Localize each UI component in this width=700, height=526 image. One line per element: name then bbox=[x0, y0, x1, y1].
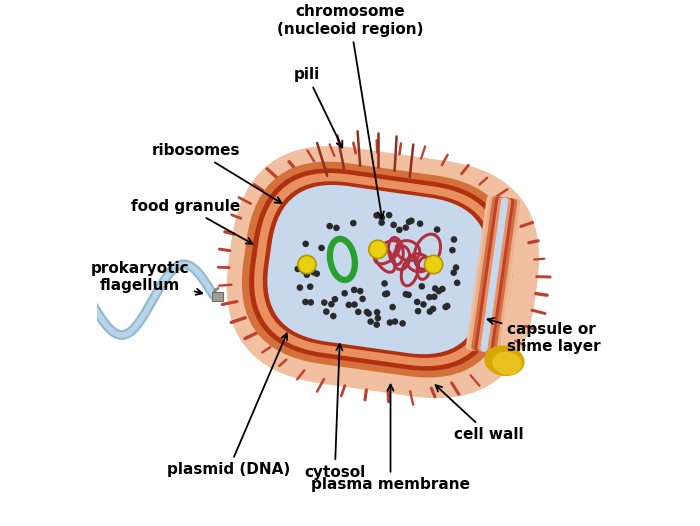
Circle shape bbox=[298, 256, 316, 274]
Circle shape bbox=[368, 318, 374, 325]
Bar bbox=[212, 292, 223, 301]
Circle shape bbox=[346, 301, 352, 308]
Text: plasmid (DNA): plasmid (DNA) bbox=[167, 333, 290, 477]
Circle shape bbox=[314, 270, 320, 277]
Ellipse shape bbox=[492, 352, 522, 375]
Text: prokaryotic
flagellum: prokaryotic flagellum bbox=[90, 261, 202, 295]
FancyBboxPatch shape bbox=[262, 181, 493, 358]
Circle shape bbox=[323, 308, 330, 315]
Circle shape bbox=[386, 212, 393, 218]
Circle shape bbox=[332, 296, 338, 302]
Text: plasma membrane: plasma membrane bbox=[311, 385, 470, 492]
Circle shape bbox=[402, 291, 409, 298]
Circle shape bbox=[382, 291, 389, 297]
Circle shape bbox=[439, 286, 446, 292]
Circle shape bbox=[295, 266, 301, 272]
Circle shape bbox=[382, 280, 388, 287]
FancyBboxPatch shape bbox=[477, 197, 511, 352]
Circle shape bbox=[432, 285, 438, 292]
Circle shape bbox=[414, 299, 421, 305]
Text: chromosome
(nucleoid region): chromosome (nucleoid region) bbox=[276, 4, 424, 218]
FancyBboxPatch shape bbox=[249, 168, 507, 371]
FancyBboxPatch shape bbox=[471, 196, 517, 353]
FancyBboxPatch shape bbox=[475, 197, 514, 353]
Circle shape bbox=[396, 227, 402, 233]
Circle shape bbox=[310, 269, 317, 276]
Circle shape bbox=[379, 219, 385, 226]
Circle shape bbox=[406, 218, 412, 225]
Circle shape bbox=[415, 308, 421, 315]
Circle shape bbox=[426, 308, 433, 315]
Circle shape bbox=[419, 283, 425, 290]
Circle shape bbox=[451, 236, 457, 243]
Circle shape bbox=[333, 225, 340, 231]
Circle shape bbox=[434, 226, 440, 233]
Text: cytosol: cytosol bbox=[304, 344, 365, 480]
FancyBboxPatch shape bbox=[254, 173, 502, 366]
Circle shape bbox=[373, 212, 380, 219]
Circle shape bbox=[444, 302, 451, 309]
Circle shape bbox=[342, 290, 348, 297]
Circle shape bbox=[355, 309, 362, 315]
Circle shape bbox=[365, 310, 372, 317]
Circle shape bbox=[384, 290, 391, 297]
Circle shape bbox=[431, 294, 438, 300]
Circle shape bbox=[420, 301, 427, 308]
Text: cell wall: cell wall bbox=[435, 385, 524, 442]
Circle shape bbox=[435, 288, 442, 295]
Circle shape bbox=[330, 313, 337, 319]
Circle shape bbox=[408, 217, 414, 224]
Circle shape bbox=[302, 240, 309, 247]
Circle shape bbox=[386, 319, 393, 326]
Circle shape bbox=[363, 309, 370, 315]
Circle shape bbox=[454, 279, 461, 286]
FancyBboxPatch shape bbox=[468, 196, 520, 353]
Circle shape bbox=[416, 220, 424, 227]
Circle shape bbox=[374, 315, 382, 321]
Ellipse shape bbox=[484, 346, 524, 376]
Circle shape bbox=[357, 288, 363, 295]
Circle shape bbox=[392, 318, 398, 325]
Circle shape bbox=[379, 215, 385, 221]
Text: pili: pili bbox=[294, 67, 342, 147]
Circle shape bbox=[449, 247, 456, 254]
Circle shape bbox=[405, 291, 412, 298]
Circle shape bbox=[351, 301, 358, 308]
Circle shape bbox=[369, 240, 387, 258]
Circle shape bbox=[351, 287, 358, 293]
Circle shape bbox=[302, 299, 309, 305]
FancyBboxPatch shape bbox=[227, 146, 539, 398]
Circle shape bbox=[374, 309, 380, 316]
Circle shape bbox=[307, 299, 314, 306]
Circle shape bbox=[326, 223, 333, 229]
Circle shape bbox=[300, 267, 307, 274]
Circle shape bbox=[424, 256, 442, 274]
Circle shape bbox=[304, 271, 310, 278]
Circle shape bbox=[389, 304, 396, 310]
Circle shape bbox=[307, 284, 314, 290]
Circle shape bbox=[359, 296, 366, 302]
Circle shape bbox=[297, 284, 303, 291]
Text: ribosomes: ribosomes bbox=[151, 143, 281, 203]
Circle shape bbox=[391, 221, 397, 228]
Circle shape bbox=[399, 320, 406, 327]
FancyBboxPatch shape bbox=[242, 161, 514, 378]
Circle shape bbox=[328, 301, 335, 308]
FancyBboxPatch shape bbox=[466, 195, 523, 354]
Circle shape bbox=[430, 306, 436, 312]
Text: capsule or
slime layer: capsule or slime layer bbox=[488, 318, 601, 354]
Circle shape bbox=[426, 294, 433, 300]
Circle shape bbox=[350, 220, 356, 226]
FancyBboxPatch shape bbox=[267, 185, 489, 354]
FancyBboxPatch shape bbox=[480, 197, 508, 352]
Text: food granule: food granule bbox=[131, 199, 253, 244]
Circle shape bbox=[321, 299, 328, 306]
Circle shape bbox=[453, 264, 459, 271]
Circle shape bbox=[318, 245, 325, 251]
Circle shape bbox=[402, 224, 409, 231]
Circle shape bbox=[450, 269, 457, 276]
Circle shape bbox=[373, 321, 380, 328]
Circle shape bbox=[442, 304, 449, 310]
